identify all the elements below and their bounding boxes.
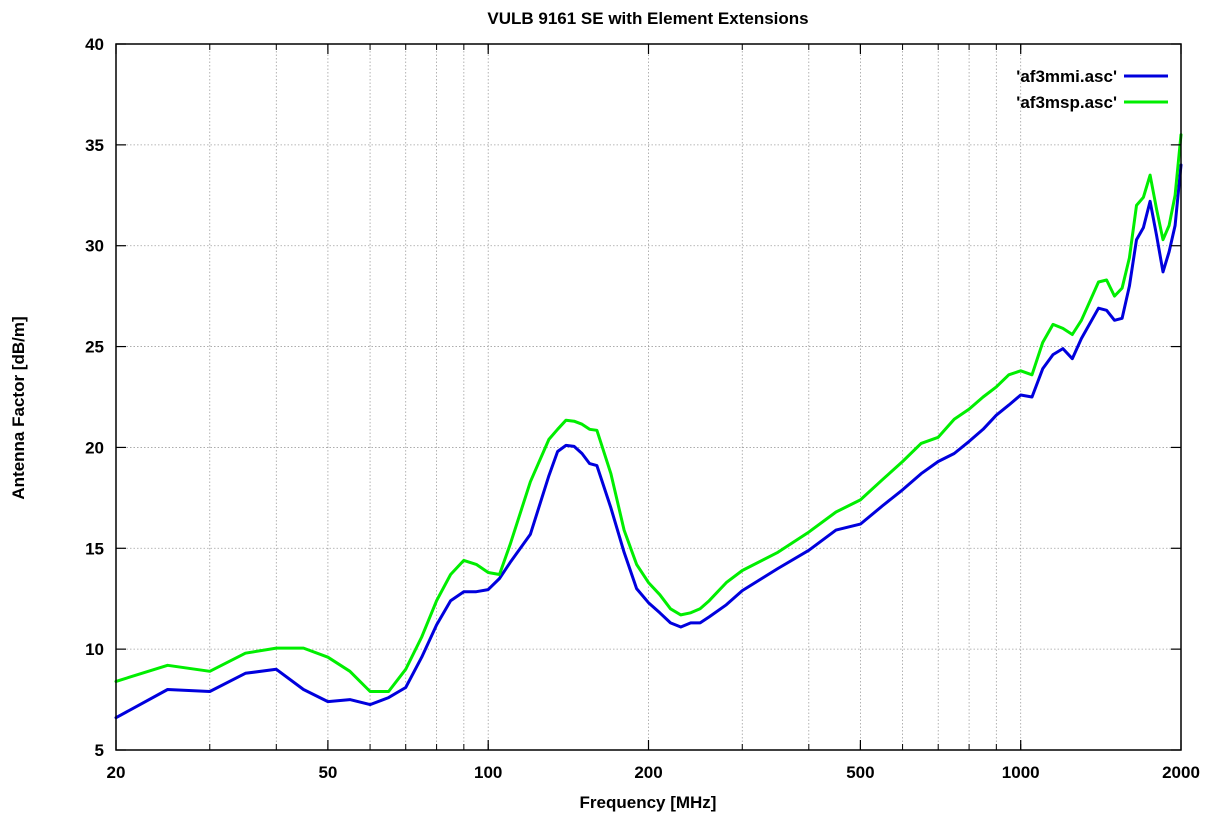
grid-layer	[116, 44, 1181, 750]
y-tick-label: 5	[95, 741, 104, 760]
y-tick-label: 15	[85, 539, 104, 558]
x-tick-label: 20	[107, 763, 126, 782]
y-tick-label: 35	[85, 136, 104, 155]
y-tick-label: 10	[85, 640, 104, 659]
y-tick-label: 30	[85, 237, 104, 256]
legend-label-1: 'af3mmi.asc'	[1016, 67, 1117, 86]
x-axis-label: Frequency [MHz]	[580, 793, 717, 812]
x-tick-label: 1000	[1002, 763, 1040, 782]
x-tick-label: 200	[634, 763, 662, 782]
legend: 'af3mmi.asc' 'af3msp.asc'	[1016, 67, 1168, 112]
series-line-2	[114, 133, 1183, 693]
chart-title: VULB 9161 SE with Element Extensions	[487, 9, 808, 28]
legend-label-2: 'af3msp.asc'	[1016, 93, 1117, 112]
series-line-1	[114, 163, 1183, 720]
y-tick-label: 40	[85, 35, 104, 54]
y-tick-label: 20	[85, 438, 104, 457]
x-tick-label: 2000	[1162, 763, 1200, 782]
x-tick-label: 500	[846, 763, 874, 782]
x-tick-label: 50	[318, 763, 337, 782]
y-axis-label: Antenna Factor [dB/m]	[9, 316, 28, 499]
y-tick-label: 25	[85, 338, 104, 357]
ticks-layer: 5 10 15 20 25 30 35 40 20 50 100 200 500 1000 2000	[85, 35, 1200, 782]
series-layer	[114, 133, 1183, 720]
x-tick-label: 100	[474, 763, 502, 782]
